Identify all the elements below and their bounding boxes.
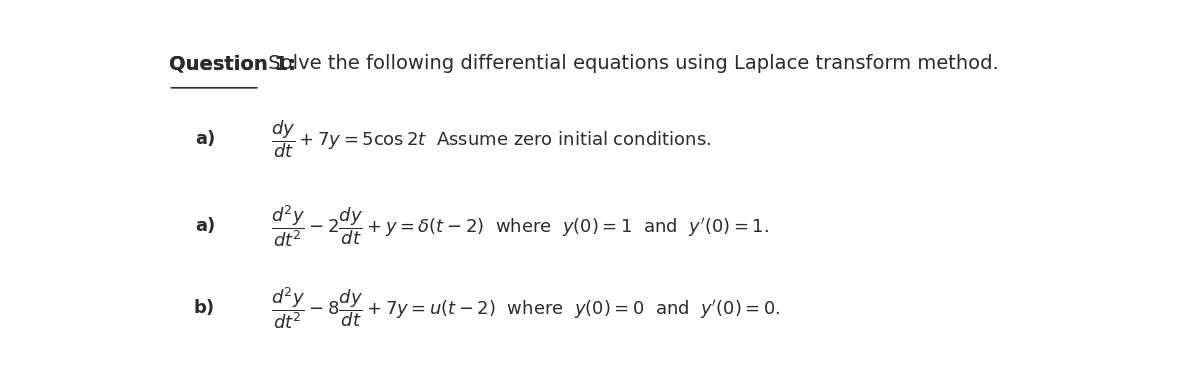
Text: Question 1:: Question 1: <box>168 54 295 73</box>
Text: a): a) <box>194 130 215 148</box>
Text: $\dfrac{d^2y}{dt^2}-2\dfrac{dy}{dt}+y=\delta(t-2)$  where  $y(0)=1$  and  $y'(0): $\dfrac{d^2y}{dt^2}-2\dfrac{dy}{dt}+y=\d… <box>271 204 769 249</box>
Text: a): a) <box>194 218 215 235</box>
Text: Solve the following differential equations using Laplace transform method.: Solve the following differential equatio… <box>262 54 998 73</box>
Text: $\dfrac{dy}{dt}+7y=5\cos 2t$  Assume zero initial conditions.: $\dfrac{dy}{dt}+7y=5\cos 2t$ Assume zero… <box>271 118 712 160</box>
Text: $\dfrac{d^2y}{dt^2}-8\dfrac{dy}{dt}+7y=u(t-2)$  where  $y(0)=0$  and  $y'(0)=0$.: $\dfrac{d^2y}{dt^2}-8\dfrac{dy}{dt}+7y=u… <box>271 285 781 331</box>
Text: b): b) <box>194 299 215 317</box>
Text: Question 1:: Question 1: <box>168 54 295 73</box>
